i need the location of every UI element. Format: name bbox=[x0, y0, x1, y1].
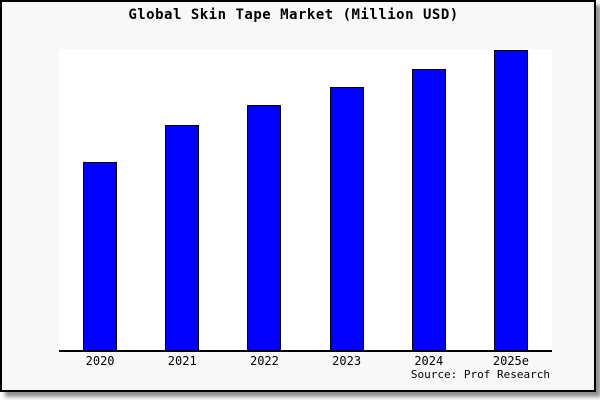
chart-title: Global Skin Tape Market (Million USD) bbox=[128, 7, 459, 23]
bar-2022 bbox=[247, 104, 282, 350]
bar-2021 bbox=[165, 125, 200, 350]
x-tick-label-2020: 2020 bbox=[85, 354, 115, 368]
chart-frame: Global Skin Tape Market (Million USD) 20… bbox=[0, 0, 596, 392]
x-tick-label-2023: 2023 bbox=[332, 354, 362, 368]
x-tick-label-2021: 2021 bbox=[167, 354, 197, 368]
bar-2024 bbox=[411, 68, 446, 350]
bar-slot-2025e bbox=[470, 49, 552, 350]
bar-slot-2024 bbox=[388, 49, 470, 350]
bar-slot-2021 bbox=[141, 49, 223, 350]
x-tick-label-2022: 2022 bbox=[249, 354, 279, 368]
bar-slot-2023 bbox=[306, 49, 388, 350]
x-tick-label-2024: 2024 bbox=[414, 354, 444, 368]
x-tick-label-2025e: 2025e bbox=[492, 354, 529, 368]
bar-2025e bbox=[493, 50, 528, 350]
plot-area bbox=[59, 49, 552, 352]
bars-container bbox=[59, 49, 552, 350]
x-axis-labels: 2020 2021 2022 2023 2024 2025e bbox=[59, 354, 552, 368]
bar-2020 bbox=[83, 161, 118, 350]
bar-2023 bbox=[329, 86, 364, 350]
bar-slot-2020 bbox=[59, 49, 141, 350]
bar-slot-2022 bbox=[223, 49, 305, 350]
source-note: Source: Prof Research bbox=[410, 368, 550, 381]
